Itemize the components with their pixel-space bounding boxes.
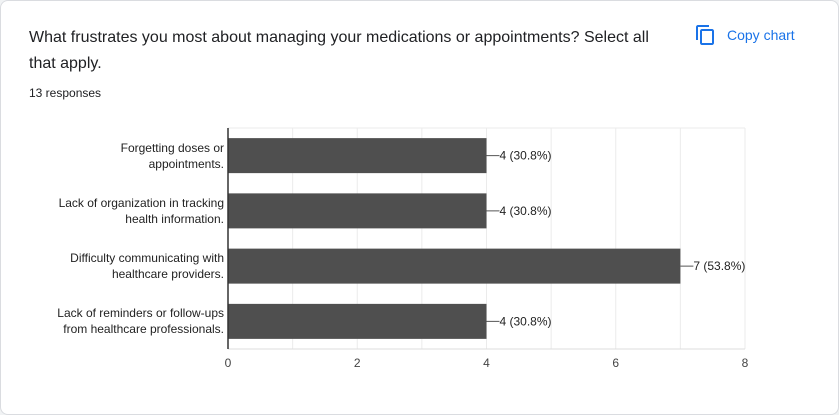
category-label-line: Difficulty communicating with bbox=[70, 251, 224, 266]
category-label-line: Forgetting doses or bbox=[120, 140, 224, 155]
response-count: 13 responses bbox=[29, 86, 102, 100]
category-label: Difficulty communicating with healthcare … bbox=[20, 250, 224, 282]
bar bbox=[228, 138, 487, 174]
copy-chart-button[interactable]: Copy chart bbox=[689, 19, 801, 51]
category-label-line: health information. bbox=[125, 211, 224, 226]
bar bbox=[228, 248, 681, 284]
x-tick-label: 0 bbox=[225, 356, 232, 370]
data-label: 4 (30.8%) bbox=[500, 314, 552, 328]
bar bbox=[228, 303, 487, 339]
x-tick-label: 8 bbox=[742, 356, 749, 370]
copy-chart-label: Copy chart bbox=[727, 27, 795, 43]
category-label-line: appointments. bbox=[148, 156, 224, 171]
copy-icon bbox=[695, 24, 715, 46]
data-label: 4 (30.8%) bbox=[500, 149, 552, 163]
category-label: Lack of reminders or follow-ups from heal… bbox=[20, 305, 224, 337]
x-tick-label: 4 bbox=[483, 356, 490, 370]
x-tick-label: 2 bbox=[354, 356, 361, 370]
category-label-line: Lack of organization in tracking bbox=[58, 195, 224, 210]
category-label: Forgetting doses or appointments. bbox=[20, 140, 224, 172]
category-label-line: Lack of reminders or follow-ups bbox=[57, 306, 224, 321]
category-label: Lack of organization in tracking health i… bbox=[20, 195, 224, 227]
x-tick-label: 6 bbox=[612, 356, 619, 370]
category-label-line: from healthcare professionals. bbox=[63, 322, 224, 337]
data-label: 4 (30.8%) bbox=[500, 204, 552, 218]
data-label: 7 (53.8%) bbox=[693, 259, 745, 273]
bar bbox=[228, 193, 487, 229]
category-label-line: healthcare providers. bbox=[111, 267, 224, 282]
question-title: What frustrates you most about managing … bbox=[29, 29, 649, 72]
